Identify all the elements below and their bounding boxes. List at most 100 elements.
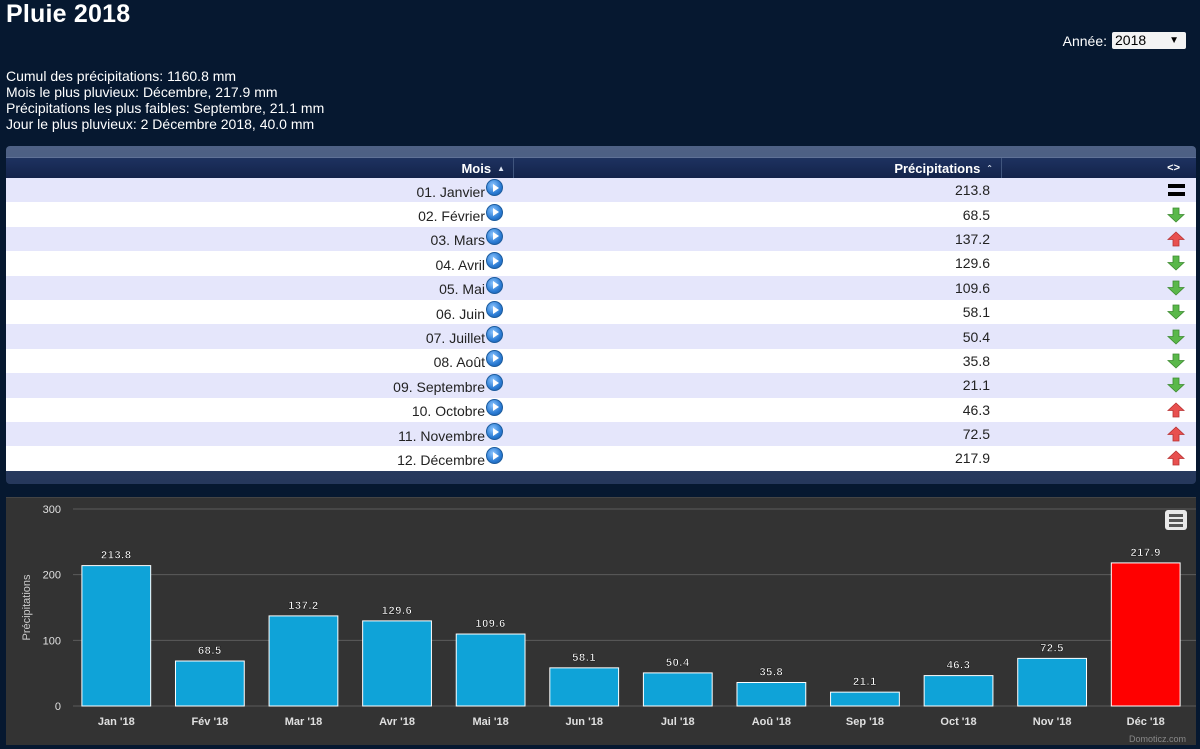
- cell-trend: [1002, 426, 1196, 442]
- cell-month: 09. Septembre: [6, 374, 514, 395]
- table-row: 07. Juillet 50.4: [6, 324, 1196, 349]
- bar: [362, 620, 432, 707]
- bar: [642, 672, 713, 707]
- x-tick-label: Mar '18: [285, 716, 322, 728]
- play-icon[interactable]: [486, 301, 503, 319]
- cell-precipitations: 50.4: [962, 328, 990, 345]
- cell-trend: [1002, 402, 1196, 418]
- month-label: 11. Novembre: [398, 427, 485, 444]
- x-tick-label: Déc '18: [1127, 716, 1165, 728]
- x-tick-label: Aoû '18: [752, 716, 791, 728]
- bar-value-label: 109.6: [475, 618, 506, 630]
- bar-value-label: 68.5: [198, 645, 222, 657]
- summary-wettest-month: Mois le plus pluvieux: Décembre, 217.9 m…: [6, 84, 278, 100]
- arrow-down-green-icon: [1167, 304, 1185, 320]
- cell-precipitations: 35.8: [962, 352, 990, 369]
- dropdown-arrow-icon: ▼: [1169, 35, 1179, 46]
- year-value: 2018: [1115, 32, 1147, 48]
- rain-summary: Cumul des précipitations: 1160.8 mm Mois…: [6, 68, 324, 132]
- x-tick-label: Nov '18: [1033, 716, 1072, 728]
- bar: [830, 691, 900, 707]
- table-header: Mois ▲ Précipitations ⌃ <>: [6, 157, 1196, 178]
- chart-credits[interactable]: Domoticz.com: [1128, 734, 1186, 744]
- cell-precipitations: 129.6: [954, 255, 990, 272]
- cell-trend: [1002, 450, 1196, 466]
- table-row: 04. Avril 129.6: [6, 251, 1196, 276]
- bar-value-label: 213.8: [101, 550, 132, 562]
- month-label: 08. Août: [433, 354, 485, 371]
- x-tick-label: Jan '18: [98, 716, 135, 728]
- cell-trend: [1002, 255, 1196, 271]
- cell-month: 10. Octobre: [6, 398, 514, 420]
- month-label: 07. Juillet: [425, 330, 485, 347]
- bar: [455, 633, 526, 707]
- play-icon[interactable]: [486, 276, 503, 294]
- arrow-down-green-icon: [1167, 207, 1185, 223]
- bar: [174, 660, 245, 707]
- bar: [549, 667, 620, 707]
- play-icon[interactable]: [486, 398, 503, 416]
- cell-trend: [1002, 353, 1196, 369]
- month-label: 10. Octobre: [411, 403, 485, 420]
- arrow-down-green-icon: [1167, 255, 1185, 271]
- arrow-up-red-icon: [1167, 450, 1185, 466]
- cell-trend: [1002, 207, 1196, 223]
- play-icon[interactable]: [486, 349, 503, 367]
- header-diff[interactable]: <>: [1002, 158, 1196, 178]
- play-icon[interactable]: [486, 374, 503, 392]
- sort-icon: ⌃: [986, 163, 993, 173]
- chart-menu-icon[interactable]: [1165, 510, 1187, 530]
- bar-value-label: 72.5: [1040, 642, 1064, 654]
- play-icon[interactable]: [486, 447, 503, 465]
- bar-chart: 0 100 200 300 Précipitations 213.8 Jan '18 68.5…: [21, 504, 1196, 728]
- x-tick-label: Jul '18: [661, 716, 695, 728]
- y-axis-label: Précipitations: [21, 574, 33, 641]
- table-row: 09. Septembre 21.1: [6, 373, 1196, 398]
- cell-month: 01. Janvier: [6, 179, 514, 200]
- table-row: 06. Juin 58.1: [6, 299, 1196, 325]
- play-icon[interactable]: [486, 423, 503, 441]
- x-tick-label: Sep '18: [846, 716, 884, 728]
- month-label: 09. Septembre: [393, 378, 485, 395]
- bar-value-label: 21.1: [853, 676, 877, 688]
- bar-value-label: 137.2: [288, 600, 319, 612]
- y-tick-label: 100: [43, 635, 61, 647]
- x-tick-label: Mai '18: [473, 716, 509, 728]
- monthly-table: Mois ▲ Précipitations ⌃ <> 01. Janvier 21…: [6, 146, 1196, 484]
- cell-precipitations: 72.5: [962, 426, 990, 443]
- cell-trend: [1002, 304, 1196, 320]
- header-precipitations[interactable]: Précipitations ⌃: [514, 158, 1002, 178]
- month-label: 06. Juin: [435, 305, 485, 322]
- rain-chart: 0 100 200 300 Précipitations 213.8 Jan '18 68.5…: [6, 497, 1196, 745]
- arrow-down-green-icon: [1167, 329, 1185, 345]
- x-tick-label: Jun '18: [565, 716, 602, 728]
- x-tick-label: Oct '18: [940, 716, 976, 728]
- cell-precipitations: 68.5: [962, 206, 990, 223]
- arrow-up-red-icon: [1167, 402, 1185, 418]
- bar: [81, 565, 152, 707]
- year-label: Année:: [1062, 32, 1107, 49]
- bar: [268, 615, 339, 707]
- cell-month: 08. Août: [6, 349, 514, 371]
- year-dropdown[interactable]: 2018 ▼: [1112, 32, 1186, 49]
- cell-precipitations: 46.3: [962, 401, 990, 418]
- bar: [1017, 657, 1088, 707]
- month-label: 12. Décembre: [397, 451, 485, 468]
- cell-precipitations: 21.1: [962, 377, 990, 394]
- table-row: 01. Janvier 213.8: [6, 178, 1196, 203]
- y-tick-label: 0: [55, 701, 61, 713]
- play-icon[interactable]: [486, 179, 503, 197]
- play-icon[interactable]: [486, 227, 503, 245]
- play-icon[interactable]: [486, 203, 503, 221]
- header-month[interactable]: Mois ▲: [6, 158, 514, 178]
- play-icon[interactable]: [486, 252, 503, 270]
- cell-trend: [1002, 329, 1196, 345]
- cell-month: 02. Février: [6, 203, 514, 224]
- cell-precipitations: 217.9: [954, 450, 990, 467]
- cell-month: 11. Novembre: [6, 423, 514, 444]
- x-tick-label: Fév '18: [191, 716, 228, 728]
- cell-month: 12. Décembre: [6, 447, 514, 468]
- play-icon[interactable]: [486, 325, 503, 343]
- cell-precipitations: 58.1: [962, 304, 990, 321]
- y-tick-label: 200: [43, 570, 61, 582]
